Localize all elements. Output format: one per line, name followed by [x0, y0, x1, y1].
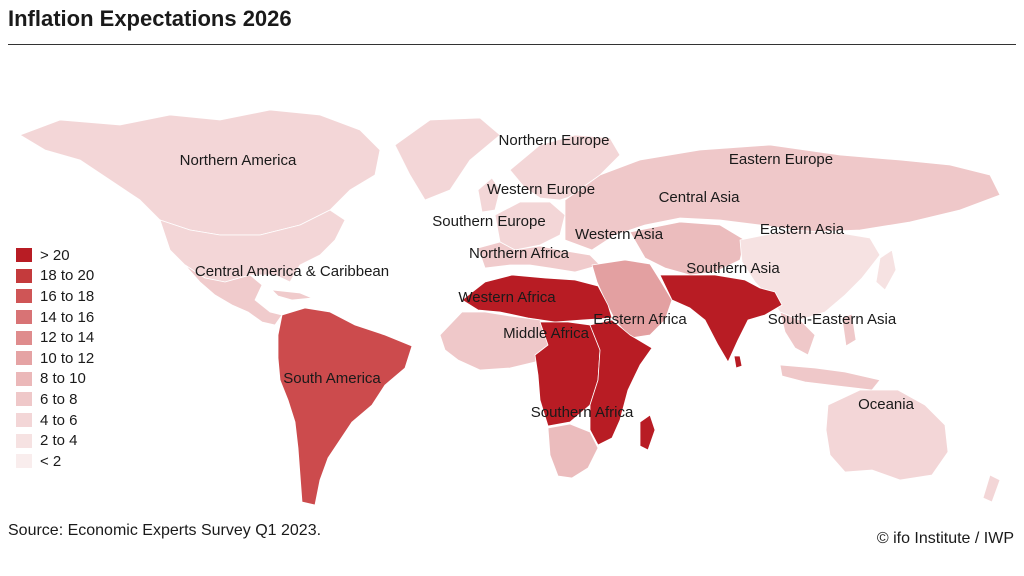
- region-south-eastern-asia: [779, 311, 816, 356]
- legend-swatch: [16, 413, 32, 428]
- region-sri-lanka: [733, 355, 743, 369]
- legend-label: 10 to 12: [40, 349, 95, 367]
- label-western-europe: Western Europe: [487, 181, 595, 198]
- legend-label: 6 to 8: [40, 390, 78, 408]
- region-uk: [477, 177, 501, 213]
- legend-item: 4 to 6: [16, 410, 94, 431]
- legend-label: 16 to 18: [40, 287, 95, 305]
- legend-item: > 20: [16, 245, 94, 266]
- legend-item: 2 to 4: [16, 430, 94, 451]
- legend-label: 2 to 4: [40, 432, 78, 450]
- region-south-america: [277, 307, 413, 506]
- region-northern-africa: [461, 274, 613, 323]
- legend-swatch: [16, 433, 32, 448]
- legend-swatch: [16, 330, 32, 345]
- label-western-asia: Western Asia: [575, 226, 664, 243]
- label-western-africa: Western Africa: [458, 289, 556, 306]
- label-northern-europe: Northern Europe: [499, 132, 610, 149]
- legend-label: 8 to 10: [40, 370, 86, 388]
- legend-item: 10 to 12: [16, 348, 94, 369]
- world-map: Northern America Central America & Carib…: [19, 109, 1001, 506]
- legend-swatch: [16, 248, 32, 263]
- region-greenland: [394, 117, 501, 201]
- legend-label: 14 to 16: [40, 308, 95, 326]
- legend-swatch: [16, 392, 32, 407]
- legend-swatch: [16, 268, 32, 283]
- legend-label: 4 to 6: [40, 411, 78, 429]
- label-oceania: Oceania: [858, 396, 915, 413]
- legend-swatch: [16, 371, 32, 386]
- label-southern-asia: Southern Asia: [686, 260, 780, 277]
- region-southern-asia: [659, 274, 783, 363]
- region-labels: Northern America Central America & Carib…: [180, 132, 915, 421]
- legend-swatch: [16, 289, 32, 304]
- region-canada: [19, 109, 381, 236]
- label-southern-europe: Southern Europe: [432, 213, 545, 230]
- legend-label: > 20: [40, 246, 70, 264]
- region-central-asia: [629, 221, 746, 276]
- label-eastern-asia: Eastern Asia: [760, 221, 845, 238]
- label-northern-america: Northern America: [180, 152, 297, 169]
- legend-item: < 2: [16, 451, 94, 472]
- legend-swatch: [16, 454, 32, 469]
- region-southern-africa: [547, 423, 599, 479]
- label-eastern-africa: Eastern Africa: [593, 311, 687, 328]
- legend-label: < 2: [40, 452, 62, 470]
- legend-item: 8 to 10: [16, 369, 94, 390]
- title-divider: [8, 44, 1016, 45]
- region-caribbean: [271, 289, 313, 301]
- label-central-america: Central America & Caribbean: [195, 263, 389, 280]
- legend-label: 12 to 14: [40, 329, 95, 347]
- region-new-zealand: [982, 474, 1001, 503]
- region-philippines: [841, 313, 857, 347]
- region-eastern-europe: [564, 144, 1001, 251]
- legend-swatch: [16, 310, 32, 325]
- label-eastern-europe: Eastern Europe: [729, 151, 833, 168]
- region-australia: [825, 389, 949, 481]
- label-south-america: South America: [283, 370, 381, 387]
- legend-label: 18 to 20: [40, 267, 95, 285]
- legend-item: 16 to 18: [16, 286, 94, 307]
- map-legend: > 20 18 to 20 16 to 18 14 to 16 12 to 14 10 t…: [16, 245, 94, 472]
- legend-item: 14 to 16: [16, 307, 94, 328]
- region-indonesia: [779, 364, 881, 391]
- label-south-eastern-asia: South-Eastern Asia: [768, 311, 897, 328]
- region-eastern-africa: [589, 319, 653, 446]
- legend-item: 12 to 14: [16, 327, 94, 348]
- source-note: Source: Economic Experts Survey Q1 2023.: [8, 522, 322, 539]
- legend-item: 18 to 20: [16, 266, 94, 287]
- legend-item: 6 to 8: [16, 389, 94, 410]
- label-southern-africa: Southern Africa: [531, 404, 634, 421]
- credit-note: © ifo Institute / IWP: [876, 530, 1014, 547]
- label-northern-africa: Northern Africa: [469, 245, 570, 262]
- map-title: Inflation Expectations 2026: [8, 6, 292, 31]
- region-japan: [875, 249, 897, 291]
- legend-swatch: [16, 351, 32, 366]
- region-madagascar: [639, 414, 656, 451]
- label-central-asia: Central Asia: [659, 189, 741, 206]
- label-middle-africa: Middle Africa: [503, 325, 590, 342]
